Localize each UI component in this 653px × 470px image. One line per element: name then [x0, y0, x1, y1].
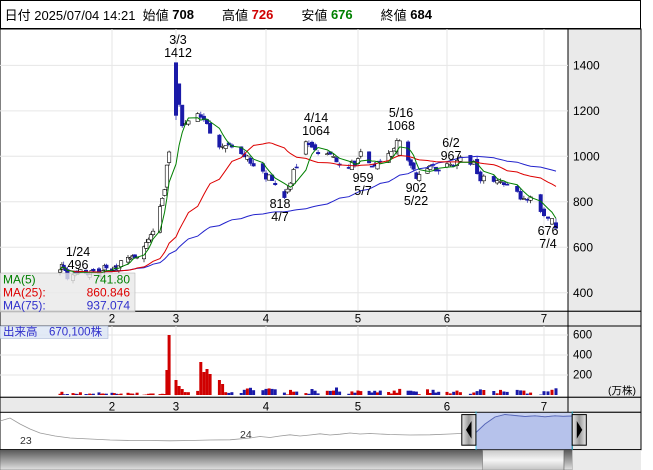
- svg-text:MA(75):: MA(75):: [3, 299, 46, 313]
- svg-text:7/4: 7/4: [539, 237, 556, 251]
- svg-text:967: 967: [441, 149, 462, 163]
- svg-text:6/2: 6/2: [442, 136, 459, 150]
- svg-text:5: 5: [355, 314, 361, 326]
- svg-text:7: 7: [541, 402, 547, 414]
- svg-text:4: 4: [263, 314, 270, 326]
- svg-text:496: 496: [68, 258, 89, 272]
- svg-text:(万株): (万株): [608, 384, 636, 397]
- svg-text:23: 23: [20, 435, 32, 447]
- svg-text:600: 600: [573, 330, 592, 342]
- svg-text:1000: 1000: [573, 149, 600, 163]
- svg-text:860.846: 860.846: [87, 286, 131, 300]
- svg-text:出来高 670,100株: 出来高 670,100株: [3, 325, 103, 339]
- svg-text:6: 6: [444, 314, 450, 326]
- svg-text:818: 818: [270, 197, 291, 211]
- svg-text:1412: 1412: [164, 46, 192, 60]
- svg-text:1/24: 1/24: [66, 245, 90, 259]
- svg-text:5/16: 5/16: [389, 106, 413, 120]
- svg-text:676: 676: [538, 224, 559, 238]
- svg-text:4/7: 4/7: [271, 210, 288, 224]
- svg-text:4/14: 4/14: [304, 111, 328, 125]
- svg-text:902: 902: [406, 181, 427, 195]
- svg-text:959: 959: [353, 171, 374, 185]
- svg-text:800: 800: [573, 195, 593, 209]
- svg-text:MA(25):: MA(25):: [3, 286, 46, 300]
- svg-text:1400: 1400: [573, 59, 600, 73]
- svg-text:2: 2: [109, 402, 115, 414]
- svg-text:937.074: 937.074: [87, 299, 131, 313]
- svg-text:3/3: 3/3: [169, 33, 186, 47]
- svg-text:2: 2: [109, 314, 115, 326]
- svg-text:1064: 1064: [302, 124, 330, 138]
- svg-text:5: 5: [355, 402, 361, 414]
- svg-text:24: 24: [240, 429, 252, 441]
- svg-text:5/22: 5/22: [404, 194, 428, 208]
- svg-text:400: 400: [573, 286, 593, 300]
- svg-text:4: 4: [263, 402, 270, 414]
- svg-text:400: 400: [573, 350, 592, 362]
- svg-text:200: 200: [573, 370, 592, 382]
- svg-text:MA(5): MA(5): [3, 273, 36, 287]
- svg-text:741.80: 741.80: [93, 273, 130, 287]
- svg-text:1200: 1200: [573, 104, 600, 118]
- svg-text:5/7: 5/7: [354, 184, 371, 198]
- svg-text:7: 7: [541, 314, 547, 326]
- svg-text:6: 6: [444, 402, 450, 414]
- svg-text:3: 3: [173, 402, 179, 414]
- svg-text:3: 3: [173, 314, 179, 326]
- svg-text:1068: 1068: [387, 119, 415, 133]
- svg-text:600: 600: [573, 240, 593, 254]
